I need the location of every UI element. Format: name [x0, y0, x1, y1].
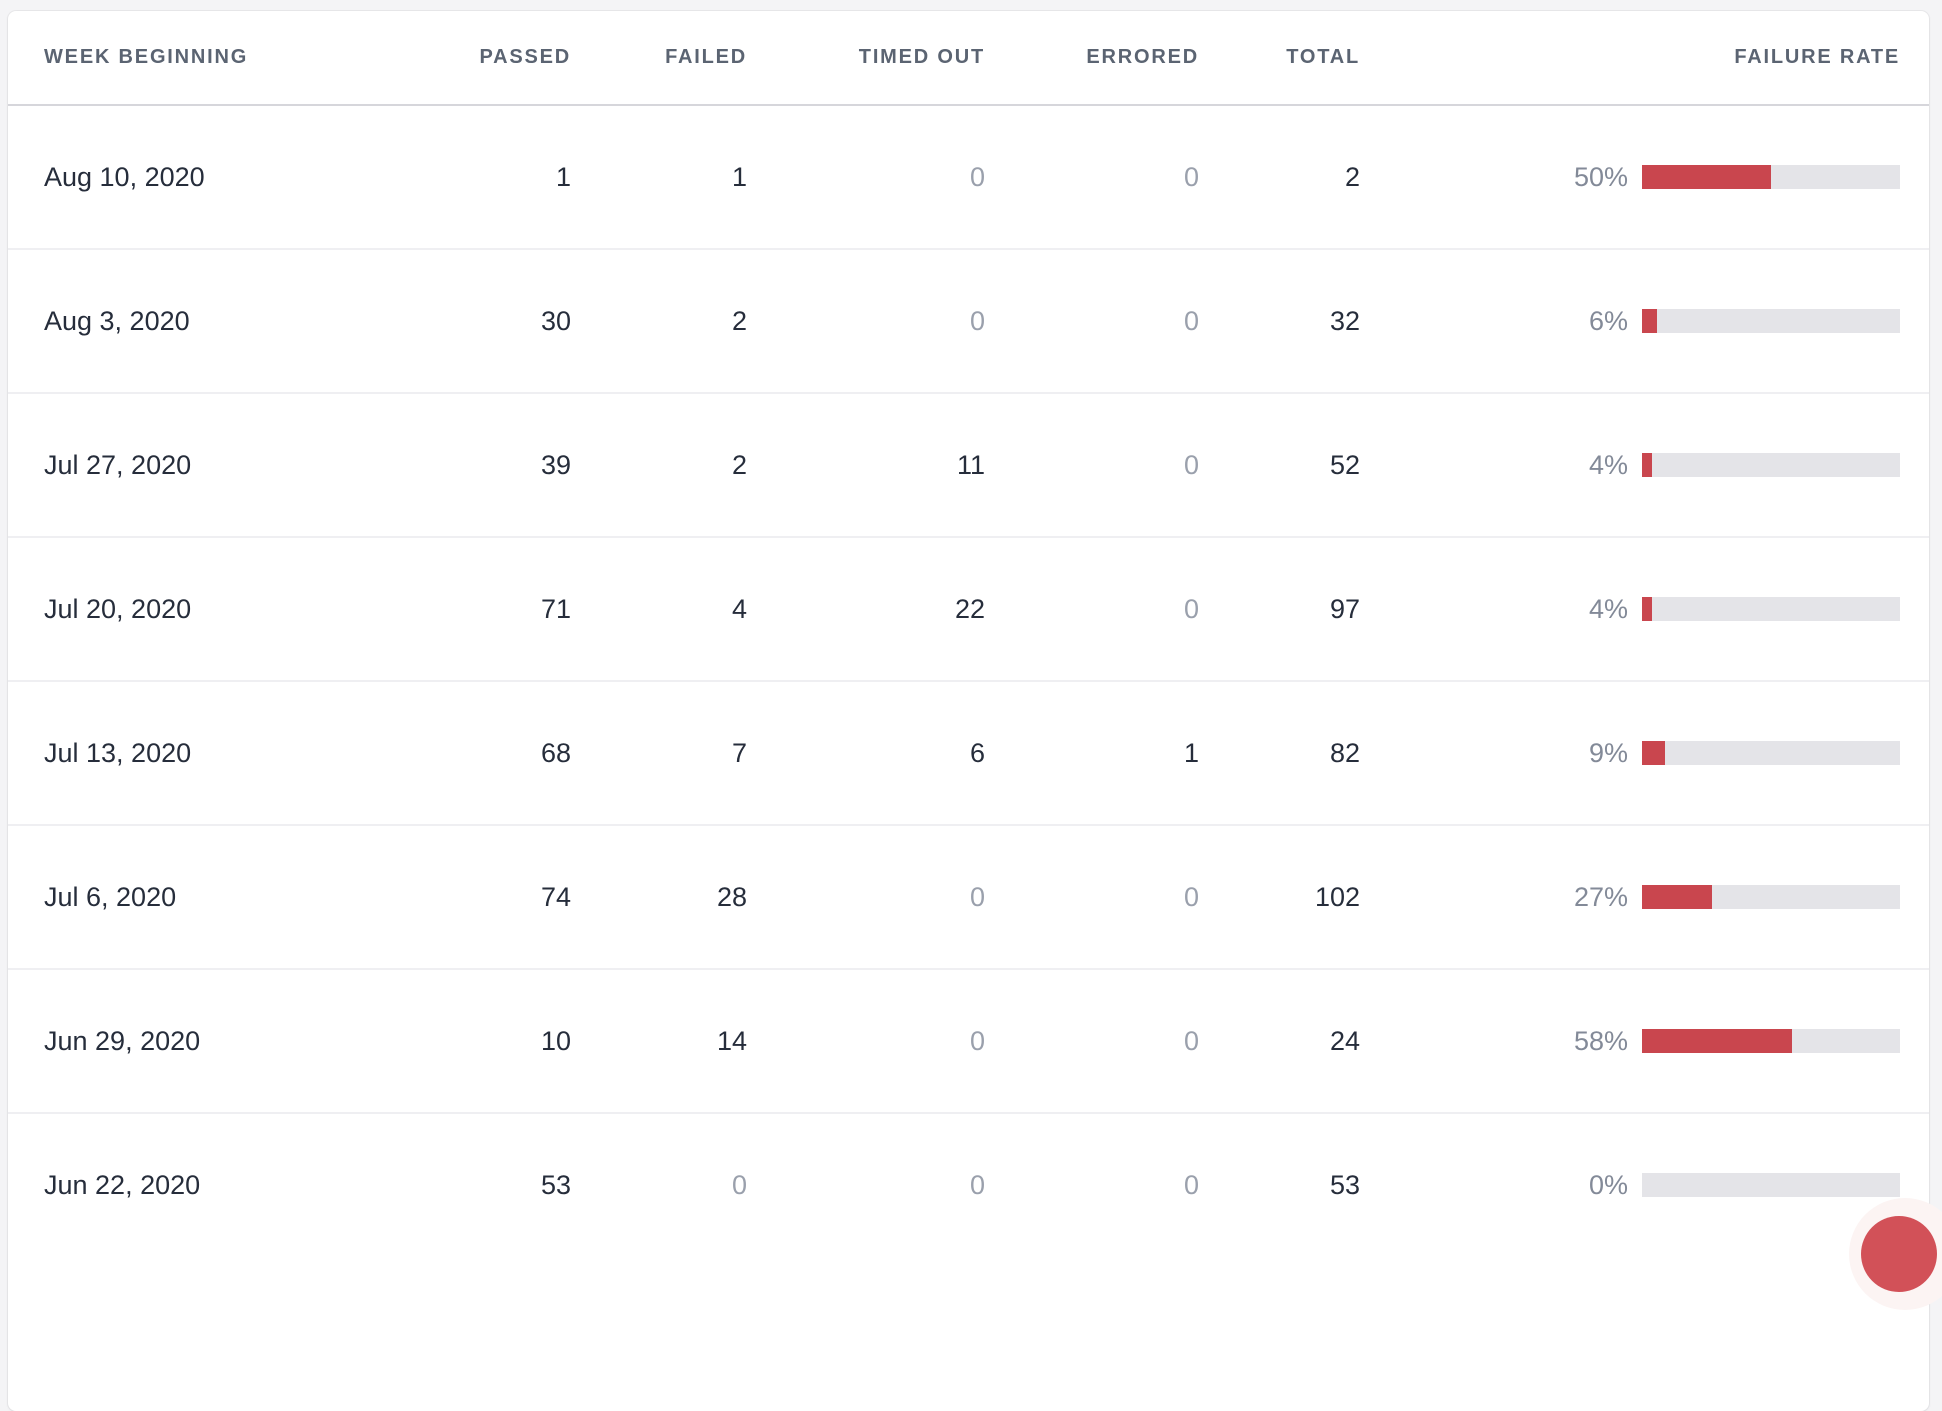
timed-out-cell: 0 [969, 881, 985, 912]
table-body: Aug 10, 2020 1 1 0 0 2 50% Aug 3, 2020 3… [8, 106, 1929, 1256]
header-passed: Passed [479, 46, 571, 68]
failure-rate-cell: 9% [1360, 738, 1929, 769]
timed-out-cell: 22 [954, 593, 985, 624]
failure-rate-percent: 27% [1573, 881, 1628, 912]
timed-out-cell: 11 [956, 449, 985, 480]
total-cell: 2 [1344, 161, 1360, 192]
failure-rate-percent: 6% [1588, 305, 1628, 336]
failure-rate-bar [1642, 1173, 1900, 1197]
header-timed-out: Timed Out [858, 46, 985, 68]
failure-rate-bar-fill [1642, 309, 1658, 333]
failure-rate-bar [1642, 741, 1900, 765]
total-cell: 53 [1329, 1169, 1360, 1200]
failed-cell: 1 [731, 161, 747, 192]
failure-rate-bar-fill [1642, 165, 1771, 189]
failure-rate-bar-fill [1642, 885, 1712, 909]
header-failure-rate: Failure Rate [1734, 46, 1900, 68]
header-total: Total [1286, 46, 1360, 68]
weekly-test-results-table: Week Beginning Passed Failed Timed Out E… [8, 11, 1929, 1411]
failure-rate-bar [1642, 165, 1900, 189]
failed-cell: 7 [731, 737, 747, 768]
errored-cell: 0 [1183, 1025, 1199, 1056]
passed-cell: 1 [555, 161, 571, 192]
table-row[interactable]: Jul 27, 2020 39 2 11 0 52 4% [8, 394, 1929, 538]
errored-cell: 1 [1183, 737, 1199, 768]
errored-cell: 0 [1183, 881, 1199, 912]
errored-cell: 0 [1183, 1169, 1199, 1200]
total-cell: 52 [1329, 449, 1360, 480]
table-row[interactable]: Jul 20, 2020 71 4 22 0 97 4% [8, 538, 1929, 682]
table-row[interactable]: Jun 22, 2020 53 0 0 0 53 0% [8, 1114, 1929, 1256]
week-beginning-cell: Aug 10, 2020 [44, 161, 205, 192]
passed-cell: 68 [540, 737, 571, 768]
failure-rate-bar [1642, 309, 1900, 333]
failed-cell: 4 [731, 593, 747, 624]
failed-cell: 2 [731, 449, 747, 480]
week-beginning-cell: Aug 3, 2020 [44, 305, 190, 336]
failure-rate-percent: 4% [1588, 449, 1628, 480]
header-failed: Failed [665, 46, 747, 68]
passed-cell: 71 [540, 593, 571, 624]
failure-rate-bar [1642, 453, 1900, 477]
passed-cell: 39 [540, 449, 571, 480]
total-cell: 24 [1329, 1025, 1360, 1056]
failure-rate-bar [1642, 885, 1900, 909]
failure-rate-cell: 27% [1360, 882, 1929, 913]
failure-rate-cell: 6% [1360, 306, 1929, 337]
failed-cell: 2 [731, 305, 747, 336]
table-row[interactable]: Aug 3, 2020 30 2 0 0 32 6% [8, 250, 1929, 394]
passed-cell: 30 [540, 305, 571, 336]
failure-rate-percent: 9% [1588, 737, 1628, 768]
failure-rate-bar-fill [1642, 741, 1666, 765]
total-cell: 32 [1329, 305, 1360, 336]
chat-launcher-button[interactable] [1861, 1216, 1937, 1292]
failure-rate-cell: 4% [1360, 450, 1929, 481]
timed-out-cell: 0 [969, 1169, 985, 1200]
failure-rate-bar [1642, 597, 1900, 621]
failure-rate-cell: 0% [1360, 1170, 1929, 1201]
timed-out-cell: 0 [969, 161, 985, 192]
passed-cell: 10 [540, 1025, 571, 1056]
week-beginning-cell: Jul 27, 2020 [44, 449, 192, 480]
table-row[interactable]: Aug 10, 2020 1 1 0 0 2 50% [8, 106, 1929, 250]
timed-out-cell: 6 [969, 737, 985, 768]
week-beginning-cell: Jun 22, 2020 [44, 1169, 201, 1200]
header-errored: Errored [1086, 46, 1199, 68]
table-row[interactable]: Jul 13, 2020 68 7 6 1 82 9% [8, 682, 1929, 826]
errored-cell: 0 [1183, 305, 1199, 336]
failure-rate-percent: 58% [1573, 1025, 1628, 1056]
errored-cell: 0 [1183, 161, 1199, 192]
failure-rate-percent: 4% [1588, 593, 1628, 624]
failure-rate-cell: 58% [1360, 1026, 1929, 1057]
week-beginning-cell: Jul 6, 2020 [44, 881, 177, 912]
week-beginning-cell: Jun 29, 2020 [44, 1025, 201, 1056]
errored-cell: 0 [1183, 593, 1199, 624]
failed-cell: 28 [716, 881, 747, 912]
failure-rate-bar-fill [1642, 453, 1653, 477]
header-week-beginning: Week Beginning [44, 46, 249, 68]
failed-cell: 0 [731, 1169, 747, 1200]
failed-cell: 14 [716, 1025, 747, 1056]
passed-cell: 74 [540, 881, 571, 912]
failure-rate-percent: 0% [1588, 1169, 1628, 1200]
errored-cell: 0 [1183, 449, 1199, 480]
total-cell: 97 [1329, 593, 1360, 624]
week-beginning-cell: Jul 20, 2020 [44, 593, 192, 624]
failure-rate-bar-fill [1642, 597, 1653, 621]
failure-rate-bar [1642, 1029, 1900, 1053]
table-header-row: Week Beginning Passed Failed Timed Out E… [8, 11, 1929, 106]
table-row[interactable]: Jul 6, 2020 74 28 0 0 102 27% [8, 826, 1929, 970]
total-cell: 82 [1329, 737, 1360, 768]
week-beginning-cell: Jul 13, 2020 [44, 737, 192, 768]
failure-rate-percent: 50% [1573, 161, 1628, 192]
failure-rate-cell: 50% [1360, 162, 1929, 193]
table-row[interactable]: Jun 29, 2020 10 14 0 0 24 58% [8, 970, 1929, 1114]
failure-rate-cell: 4% [1360, 594, 1929, 625]
failure-rate-bar-fill [1642, 1029, 1792, 1053]
total-cell: 102 [1314, 881, 1360, 912]
passed-cell: 53 [540, 1169, 571, 1200]
timed-out-cell: 0 [969, 1025, 985, 1056]
timed-out-cell: 0 [969, 305, 985, 336]
